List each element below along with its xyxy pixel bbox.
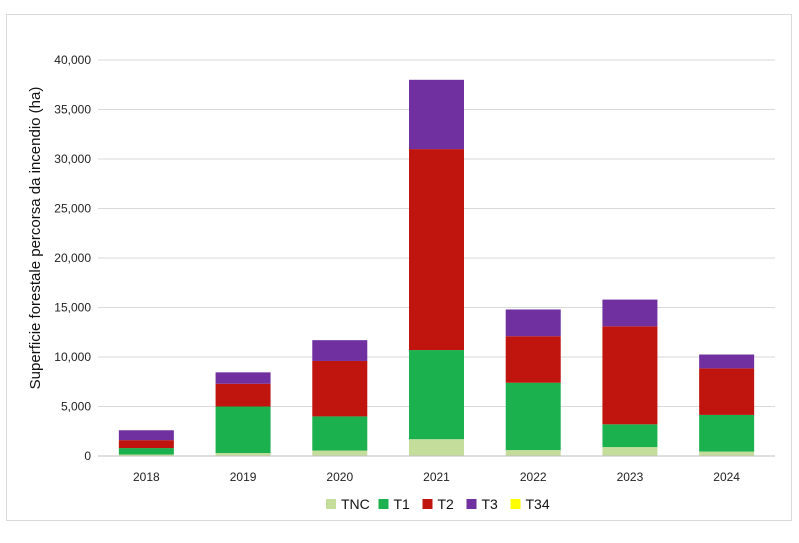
bar-segment-t1-2023 xyxy=(602,424,658,448)
bar-segment-t3-2018 xyxy=(118,430,174,441)
bar-segment-tnc-2023 xyxy=(602,447,658,456)
y-tick-label: 5,000 xyxy=(61,400,91,414)
legend-swatch-t3 xyxy=(466,499,477,509)
bar-segment-t3-2019 xyxy=(215,372,271,384)
y-tick-label: 15,000 xyxy=(54,301,91,315)
bar-segment-t1-2024 xyxy=(699,414,755,452)
bar-segment-t1-2021 xyxy=(409,350,464,440)
x-tick-label: 2022 xyxy=(520,470,547,484)
bar-segment-t2-2023 xyxy=(602,326,658,425)
y-tick-label: 40,000 xyxy=(54,53,91,67)
x-tick-label: 2024 xyxy=(713,470,740,484)
x-tick-label: 2019 xyxy=(230,470,257,484)
bar-segment-t1-2019 xyxy=(215,406,271,454)
y-tick-label: 10,000 xyxy=(54,350,91,364)
bar-segment-t2-2022 xyxy=(505,336,561,383)
legend: TNC T1 T2 T3 T34 xyxy=(326,496,550,512)
legend-swatch-t34 xyxy=(510,499,521,509)
bar-segment-tnc-2024 xyxy=(699,451,755,456)
legend-swatch-tnc xyxy=(326,499,336,509)
bar-segment-t2-2018 xyxy=(118,440,174,449)
legend-label-t3: T3 xyxy=(482,496,499,512)
bars xyxy=(118,79,755,456)
y-axis-label: Superficie forestale percorsa da incendi… xyxy=(27,87,44,390)
legend-label-t2: T2 xyxy=(438,496,455,512)
x-axis-ticks: 2018 2019 2020 2021 2022 2023 2024 xyxy=(133,470,740,484)
bar-segment-t3-2020 xyxy=(312,340,368,361)
bar-segment-t3-2022 xyxy=(505,309,561,337)
y-tick-label: 20,000 xyxy=(54,251,91,265)
bar-segment-t2-2024 xyxy=(699,368,755,415)
x-tick-label: 2020 xyxy=(326,470,353,484)
bar-segment-t1-2020 xyxy=(312,416,368,451)
bar-segment-t1-2018 xyxy=(118,448,174,455)
bar-segment-t2-2021 xyxy=(409,149,464,351)
x-tick-label: 2018 xyxy=(133,470,160,484)
y-axis-ticks: 0 5,000 10,000 15,000 20,000 25,000 30,000 35,0… xyxy=(54,53,91,463)
y-tick-label: 30,000 xyxy=(54,152,91,166)
bar-segment-tnc-2018 xyxy=(118,454,174,456)
bar-segment-t3-2023 xyxy=(602,299,658,327)
bar-segment-t2-2019 xyxy=(215,383,271,407)
bar-segment-t3-2021 xyxy=(409,79,464,150)
bar-segment-t2-2020 xyxy=(312,360,368,417)
bar-segment-tnc-2021 xyxy=(409,439,464,456)
x-tick-label: 2021 xyxy=(423,470,450,484)
legend-label-t1: T1 xyxy=(394,496,411,512)
y-tick-label: 0 xyxy=(84,449,91,463)
legend-label-tnc: TNC xyxy=(341,496,370,512)
legend-swatch-t2 xyxy=(422,499,433,509)
y-tick-label: 35,000 xyxy=(54,103,91,117)
bar-segment-t1-2022 xyxy=(505,382,561,451)
x-tick-label: 2023 xyxy=(617,470,644,484)
y-tick-label: 25,000 xyxy=(54,202,91,216)
bar-segment-tnc-2020 xyxy=(312,450,368,456)
legend-label-t34: T34 xyxy=(526,496,550,512)
bar-segment-t3-2024 xyxy=(699,354,755,369)
bar-segment-tnc-2022 xyxy=(505,450,561,456)
legend-swatch-t1 xyxy=(378,499,389,509)
bar-segment-tnc-2019 xyxy=(215,453,271,456)
